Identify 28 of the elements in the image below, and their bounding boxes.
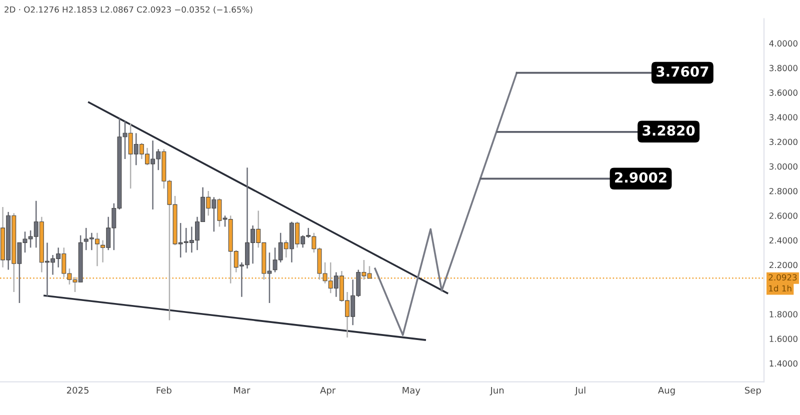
x-tick-label: Feb bbox=[156, 386, 172, 394]
x-tick-label: Jun bbox=[490, 386, 504, 396]
x-tick-label: 2025 bbox=[66, 386, 88, 394]
y-tick-label: 2.6000 bbox=[769, 212, 798, 219]
x-tick-label: Mar bbox=[234, 386, 250, 394]
y-tick-label: 3.0000 bbox=[769, 163, 798, 170]
chart-title: 2D · O2.1276 H2.1853 L2.0867 C2.0923 −0.0352 (−1.65%) bbox=[4, 6, 252, 14]
x-tick-label: Sep bbox=[744, 386, 761, 396]
annotation: 3.2820 bbox=[642, 125, 695, 136]
y-tick-label: 3.8000 bbox=[769, 64, 798, 72]
y-tick-label: 4.0000 bbox=[769, 40, 798, 47]
annotation: 2.9002 bbox=[615, 172, 666, 183]
y-tick-label: 3.6000 bbox=[769, 90, 798, 96]
y-tick-label: 2.2000 bbox=[769, 262, 798, 268]
y-tick-label: 1.8000 bbox=[770, 311, 798, 318]
y-tick-label: 2.4000 bbox=[769, 237, 798, 244]
annotation: 3.7607 bbox=[656, 66, 708, 77]
y-tick-label: 3.2000 bbox=[769, 138, 798, 146]
x-tick-label: May bbox=[402, 386, 420, 396]
ref-line-label: 2.0923 bbox=[768, 274, 797, 281]
y-tick-label: 1.4000 bbox=[770, 360, 798, 367]
x-tick-label: Jul bbox=[574, 386, 586, 396]
y-tick-label: 3.4000 bbox=[769, 114, 798, 120]
annotation: 1d 1h bbox=[769, 285, 792, 292]
y-tick-label: 1.6000 bbox=[770, 336, 798, 342]
x-tick-label: Apr bbox=[320, 386, 336, 396]
x-tick-label: Aug bbox=[658, 386, 675, 396]
y-tick-label: 2.8000 bbox=[769, 188, 798, 194]
